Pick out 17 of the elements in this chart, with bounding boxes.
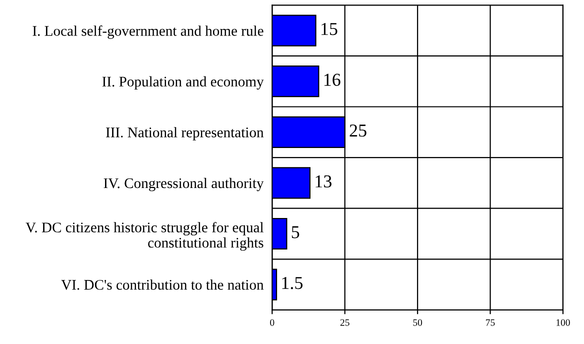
y-tick-label: IV. Congressional authority [104,178,264,192]
data-label: 1.5 [282,276,303,290]
data-label: 16 [324,74,340,86]
y-tick-label: III. National representation [106,127,264,140]
x-tick-label: 75 [486,319,495,326]
x-tick-label: 0 [270,319,274,326]
data-label: 25 [350,124,366,137]
y-tick-label: II. Population and economy [102,76,264,90]
y-tick-label: I. Local self-government and home rule [32,25,264,39]
data-label: 13 [316,175,332,188]
x-tick-label: 50 [413,319,422,326]
data-label: 15 [322,22,338,36]
y-tick-label: V. DC citizens historic struggle for equal constitutional rights [26,222,264,251]
data-label: 5 [292,226,300,238]
y-tick-label: VI. DC's contribution to the nation [61,279,264,290]
x-tick-label: 100 [556,319,570,326]
x-tick-label: 25 [340,319,350,326]
